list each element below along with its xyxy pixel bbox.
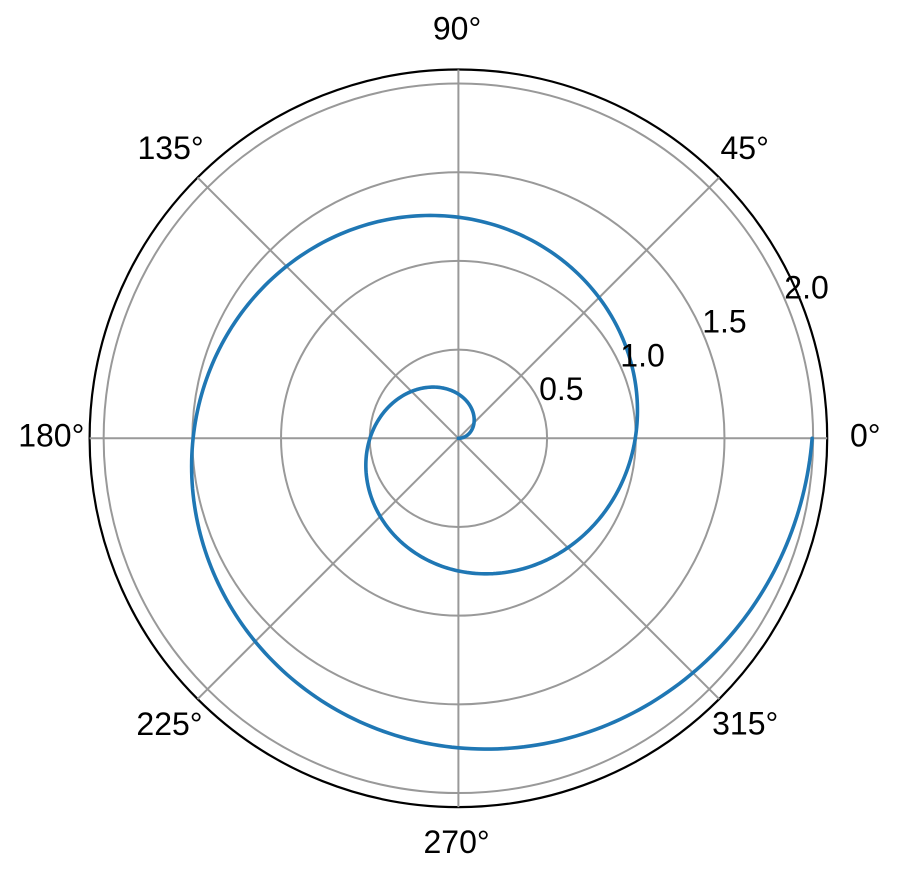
svg-text:0°: 0° [850, 418, 881, 454]
svg-text:1.0: 1.0 [620, 337, 664, 373]
svg-text:225°: 225° [136, 706, 202, 742]
svg-text:2.0: 2.0 [784, 270, 828, 306]
svg-text:315°: 315° [712, 705, 778, 741]
svg-text:270°: 270° [424, 824, 490, 860]
svg-text:180°: 180° [18, 417, 84, 453]
svg-text:1.5: 1.5 [702, 304, 746, 340]
svg-text:0.5: 0.5 [539, 371, 583, 407]
svg-text:90°: 90° [433, 11, 481, 47]
svg-text:45°: 45° [720, 130, 768, 166]
svg-text:135°: 135° [138, 130, 204, 166]
